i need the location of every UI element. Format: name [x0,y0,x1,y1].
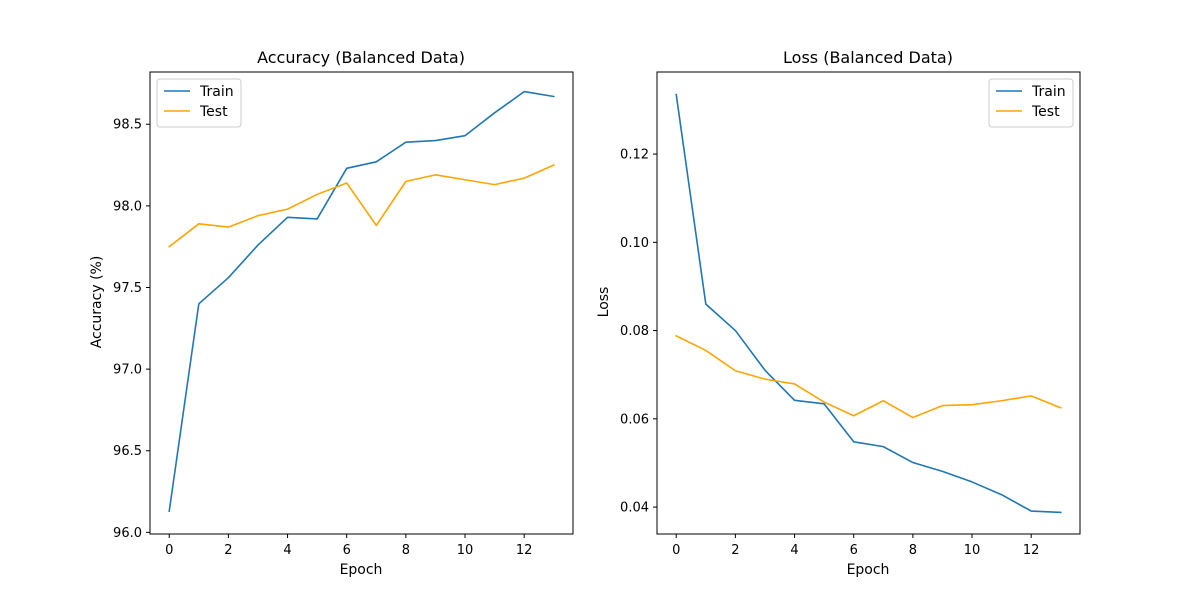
accuracy-x-tick-label: 10 [457,543,474,558]
loss-legend-label-test: Test [1031,104,1060,120]
loss-y-tick-label: 0.10 [620,236,649,251]
loss-x-tick-label: 6 [850,543,858,558]
accuracy-y-axis-label: Accuracy (%) [89,256,105,349]
accuracy-legend-label-test: Test [199,104,228,120]
loss-axes-frame [656,71,1081,535]
loss-x-tick-label: 4 [790,543,798,558]
loss-chart-title: Loss (Balanced Data) [783,48,953,67]
accuracy-y-tick-label: 98.5 [113,118,142,133]
accuracy-y-tick-label: 97.0 [113,363,142,378]
accuracy-x-tick-label: 4 [283,543,291,558]
accuracy-plot-area: 0 2 4 6 8 10 12 96.0 96.5 97.0 97.5 98.0 98.5 Train Te… [113,71,574,558]
accuracy-legend-label-train: Train [199,84,234,100]
loss-subplot: Loss (Balanced Data) Loss Epoch 0 2 4 6 8 10 1… [596,48,1081,578]
loss-x-tick-label: 0 [672,543,680,558]
accuracy-x-tick-label: 8 [402,543,410,558]
loss-x-axis-label: Epoch [847,562,890,578]
loss-y-tick-label: 0.06 [620,412,649,427]
accuracy-axes-frame [149,71,574,535]
accuracy-x-tick-label: 6 [343,543,351,558]
accuracy-series-line-test [168,163,555,248]
loss-plot-area: 0 2 4 6 8 10 12 0.04 0.06 0.08 0.10 0.12 Train Test [620,71,1081,558]
accuracy-y-tick-label: 97.5 [113,281,142,296]
loss-series-line-test [675,334,1062,419]
accuracy-chart-title: Accuracy (Balanced Data) [257,48,465,67]
loss-y-axis-label: Loss [596,287,612,318]
accuracy-x-tick-label: 0 [165,543,173,558]
loss-legend: Train Test [988,78,1074,128]
loss-series-line-train [675,93,1062,514]
loss-y-tick-label: 0.08 [620,324,649,339]
loss-y-tick-label: 0.12 [620,148,649,163]
loss-x-tick-label: 8 [909,543,917,558]
accuracy-x-tick-label: 2 [224,543,232,558]
accuracy-subplot: Accuracy (Balanced Data) Accuracy (%) Ep… [89,48,574,578]
accuracy-x-axis-label: Epoch [340,562,383,578]
accuracy-y-tick-label: 96.5 [113,444,142,459]
loss-y-tick-label: 0.04 [620,501,649,516]
accuracy-series-line-train [168,90,555,513]
accuracy-legend: Train Test [156,78,242,128]
accuracy-y-tick-label: 96.0 [113,526,142,541]
loss-legend-label-train: Train [1031,84,1066,100]
loss-x-tick-label: 2 [731,543,739,558]
loss-x-tick-label: 10 [964,543,981,558]
accuracy-y-tick-label: 98.0 [113,199,142,214]
accuracy-x-tick-label: 12 [516,543,533,558]
loss-x-tick-label: 12 [1023,543,1040,558]
